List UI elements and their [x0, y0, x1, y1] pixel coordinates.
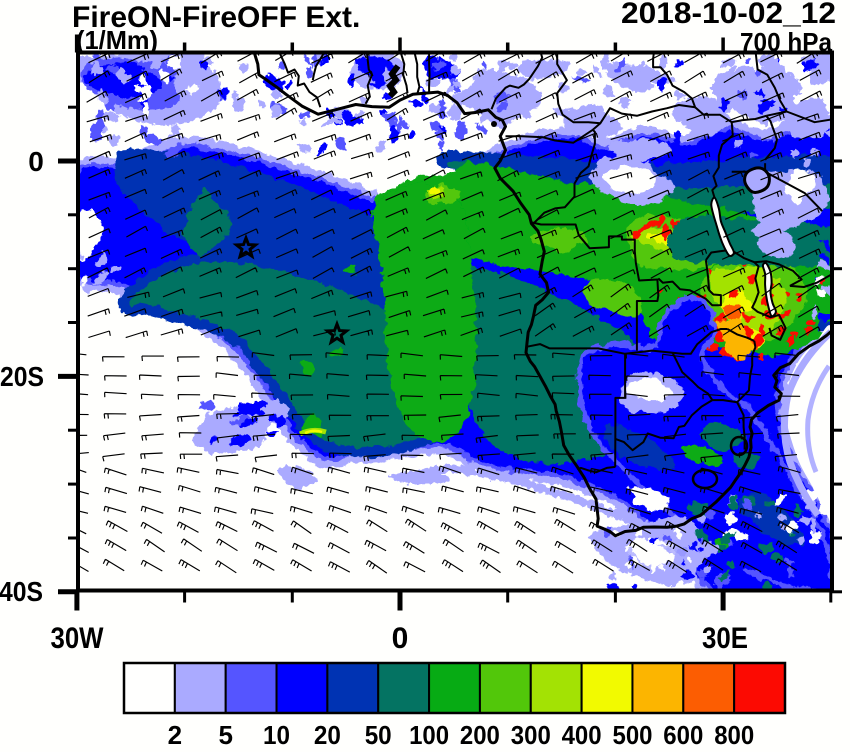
- svg-text:800: 800: [714, 720, 754, 747]
- svg-text:30E: 30E: [702, 622, 748, 655]
- svg-text:500: 500: [613, 720, 653, 747]
- svg-text:100: 100: [409, 720, 449, 747]
- svg-text:30W: 30W: [51, 622, 105, 655]
- svg-text:(1/Mm): (1/Mm): [76, 25, 158, 55]
- svg-text:10: 10: [263, 720, 290, 747]
- svg-text:600: 600: [663, 720, 703, 747]
- svg-text:2018-10-02_12: 2018-10-02_12: [621, 0, 836, 30]
- svg-text:FireON-FireOFF Ext.: FireON-FireOFF Ext.: [72, 1, 360, 34]
- svg-text:0: 0: [28, 146, 44, 177]
- svg-text:0: 0: [392, 622, 409, 655]
- svg-text:20S: 20S: [0, 361, 44, 392]
- svg-text:300: 300: [511, 720, 551, 747]
- svg-text:700 hPa: 700 hPa: [740, 27, 832, 57]
- svg-text:200: 200: [460, 720, 500, 747]
- svg-text:5: 5: [218, 720, 232, 747]
- svg-text:50: 50: [365, 720, 392, 747]
- svg-text:20: 20: [314, 720, 341, 747]
- svg-text:40S: 40S: [0, 576, 43, 607]
- svg-text:2: 2: [168, 720, 182, 747]
- svg-text:400: 400: [562, 720, 602, 747]
